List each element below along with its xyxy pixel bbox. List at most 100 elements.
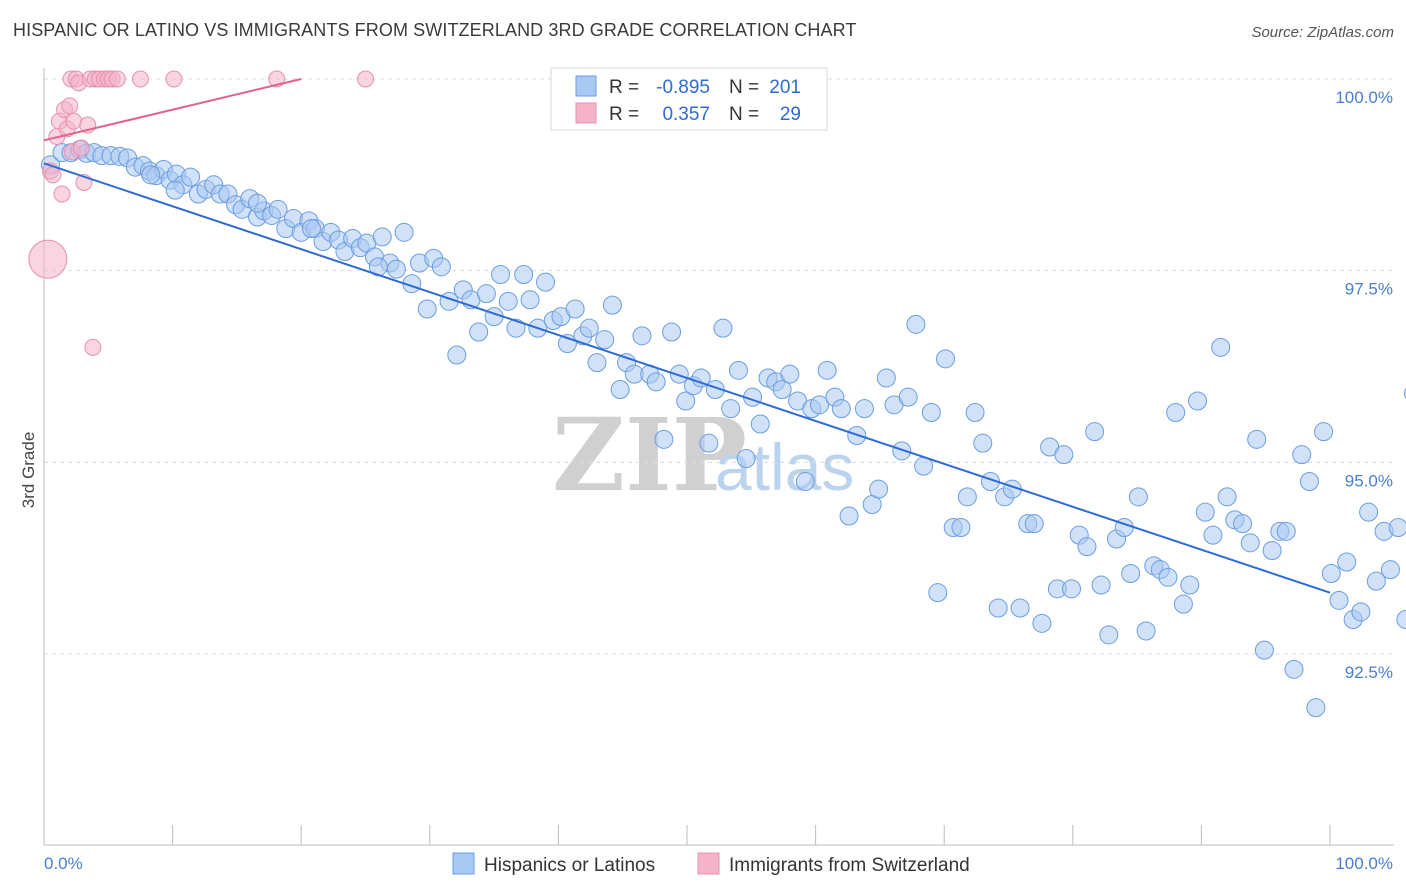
hispanic-point-139 bbox=[1077, 537, 1097, 557]
hispanic-point-66 bbox=[536, 272, 556, 292]
hispanic-point-75 bbox=[602, 295, 622, 315]
hispanic-point-191 bbox=[247, 193, 267, 213]
bottom-legend-swatch-pink bbox=[697, 852, 720, 875]
hispanic-point-163 bbox=[1254, 640, 1274, 660]
hispanic-point-106 bbox=[831, 399, 851, 419]
hispanic-point-136 bbox=[1054, 445, 1074, 465]
hispanic-point-192 bbox=[301, 219, 321, 238]
watermark: ZIP atlas bbox=[552, 396, 854, 514]
hispanic-point-127 bbox=[988, 598, 1008, 618]
hispanic-point-147 bbox=[1136, 621, 1156, 641]
hispanic-point-118 bbox=[921, 403, 941, 422]
hispanic-point-107 bbox=[839, 506, 859, 526]
legend-swatch-pink bbox=[575, 102, 597, 124]
legend-box bbox=[550, 67, 828, 131]
hispanic-point-103 bbox=[809, 395, 829, 415]
hispanic-point-169 bbox=[1299, 472, 1319, 491]
series-hispanics-points bbox=[40, 140, 1406, 718]
legend-n-value-pink: 29 bbox=[780, 104, 801, 125]
hispanic-point-63 bbox=[514, 265, 534, 284]
switzerland-point-25 bbox=[131, 70, 149, 88]
series-switzerland-points bbox=[28, 70, 374, 356]
bottom-legend-swatch-blue bbox=[452, 852, 475, 875]
hispanic-point-154 bbox=[1188, 391, 1208, 411]
hispanic-point-90 bbox=[713, 318, 733, 338]
chart-title: HISPANIC OR LATINO VS IMMIGRANTS FROM SW… bbox=[13, 20, 857, 40]
bottom-legend-label-pink: Immigrants from Switzerland bbox=[729, 855, 970, 876]
hispanic-point-172 bbox=[1321, 564, 1341, 583]
trend-line-hispanics bbox=[43, 162, 1331, 594]
hispanic-point-47 bbox=[394, 222, 414, 242]
bottom-legend-label-blue: Hispanics or Latinos bbox=[484, 855, 655, 876]
hispanic-point-178 bbox=[1366, 571, 1386, 591]
hispanic-point-164 bbox=[1262, 541, 1282, 560]
hispanic-point-146 bbox=[1128, 487, 1148, 507]
hispanic-point-30 bbox=[268, 199, 288, 219]
y-tick-label-3: 100.0% bbox=[1335, 88, 1393, 107]
hispanic-point-170 bbox=[1306, 698, 1326, 718]
correlation-legend: R = -0.895 N = 201 R = 0.357 N = 29 bbox=[550, 67, 828, 131]
hispanic-point-54 bbox=[447, 345, 467, 365]
hispanic-point-92 bbox=[728, 360, 748, 380]
hispanic-point-62 bbox=[506, 318, 526, 338]
y-tick-label-0: 92.5% bbox=[1345, 663, 1393, 682]
hispanic-point-111 bbox=[869, 479, 889, 499]
hispanic-point-84 bbox=[669, 364, 689, 384]
hispanic-point-155 bbox=[1195, 502, 1215, 522]
hispanic-point-58 bbox=[476, 284, 496, 304]
hispanic-point-130 bbox=[1010, 598, 1030, 618]
switzerland-point-0 bbox=[28, 239, 68, 279]
hispanic-point-61 bbox=[498, 291, 518, 311]
hispanic-point-145 bbox=[1121, 564, 1141, 583]
legend-r-value-blue: -0.895 bbox=[656, 77, 710, 98]
hispanic-point-122 bbox=[951, 518, 971, 537]
hispanic-point-161 bbox=[1240, 533, 1260, 553]
hispanic-point-162 bbox=[1247, 429, 1267, 449]
hispanic-point-120 bbox=[935, 349, 955, 369]
x-tick-label-max: 100.0% bbox=[1335, 854, 1393, 873]
hispanic-point-151 bbox=[1166, 403, 1186, 422]
hispanic-point-44 bbox=[372, 227, 392, 247]
hispanic-point-73 bbox=[587, 353, 607, 373]
hispanic-point-70 bbox=[565, 299, 585, 319]
hispanic-point-50 bbox=[417, 299, 437, 319]
hispanic-point-142 bbox=[1099, 625, 1119, 645]
axes bbox=[43, 68, 1394, 846]
hispanic-point-140 bbox=[1085, 422, 1105, 442]
hispanic-point-176 bbox=[1351, 602, 1371, 622]
hispanic-point-181 bbox=[1388, 518, 1406, 537]
hispanic-point-93 bbox=[736, 449, 756, 468]
hispanic-point-174 bbox=[1337, 552, 1357, 572]
hispanic-point-189 bbox=[141, 165, 161, 185]
hispanic-point-125 bbox=[973, 433, 993, 453]
hispanic-point-112 bbox=[876, 368, 896, 388]
hispanic-point-123 bbox=[957, 487, 977, 507]
hispanic-point-182 bbox=[1396, 610, 1406, 629]
switzerland-point-28 bbox=[357, 70, 374, 88]
legend-swatch-blue bbox=[575, 75, 597, 97]
legend-n-value-blue: 201 bbox=[769, 77, 801, 98]
hispanic-point-46 bbox=[386, 259, 406, 279]
legend-n-label-pink: N = bbox=[729, 104, 759, 125]
hispanic-point-150 bbox=[1158, 567, 1178, 587]
gridlines bbox=[44, 78, 1394, 655]
hispanic-point-116 bbox=[906, 314, 926, 334]
legend-n-label-blue: N = bbox=[729, 77, 759, 98]
hispanic-point-88 bbox=[699, 433, 719, 453]
y-axis-title: 3rd Grade bbox=[19, 432, 38, 509]
switzerland-point-26 bbox=[165, 70, 183, 88]
hispanic-point-152 bbox=[1173, 594, 1193, 614]
hispanic-point-173 bbox=[1329, 590, 1349, 610]
hispanic-point-157 bbox=[1211, 337, 1231, 357]
hispanic-point-82 bbox=[654, 429, 674, 449]
hispanic-point-114 bbox=[892, 441, 912, 461]
legend-r-label-blue: R = bbox=[609, 77, 639, 98]
hispanic-point-79 bbox=[632, 326, 652, 346]
tick-labels: 92.5% 95.0% 97.5% 100.0% 0.0% 100.0% bbox=[44, 88, 1393, 873]
hispanic-point-18 bbox=[181, 167, 201, 187]
switzerland-point-14 bbox=[72, 139, 90, 157]
hispanic-point-104 bbox=[817, 360, 837, 380]
watermark-zip: ZIP bbox=[552, 396, 747, 514]
hispanic-point-98 bbox=[772, 380, 792, 399]
x-tick-label-min: 0.0% bbox=[44, 854, 83, 873]
